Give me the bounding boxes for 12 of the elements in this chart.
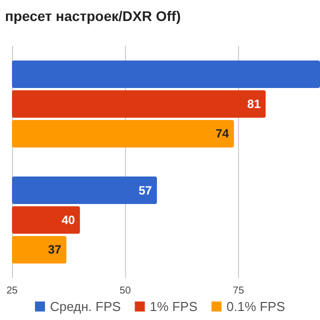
legend-label: Средн. FPS — [50, 299, 122, 314]
x-tick-label: 75 — [232, 286, 244, 296]
x-tick-label: 25 — [6, 286, 18, 296]
legend-label: 1% FPS — [150, 299, 198, 314]
legend-label: 0.1% FPS — [226, 299, 286, 314]
data-label: 40 — [62, 213, 76, 227]
data-label: 37 — [48, 242, 62, 257]
chart-title: пресет настроек/DXR Off) — [5, 8, 181, 24]
data-label: 57 — [138, 183, 152, 198]
data-label: 74 — [216, 126, 230, 141]
x-tick-label: 50 — [120, 286, 132, 296]
data-label: 81 — [247, 97, 261, 111]
